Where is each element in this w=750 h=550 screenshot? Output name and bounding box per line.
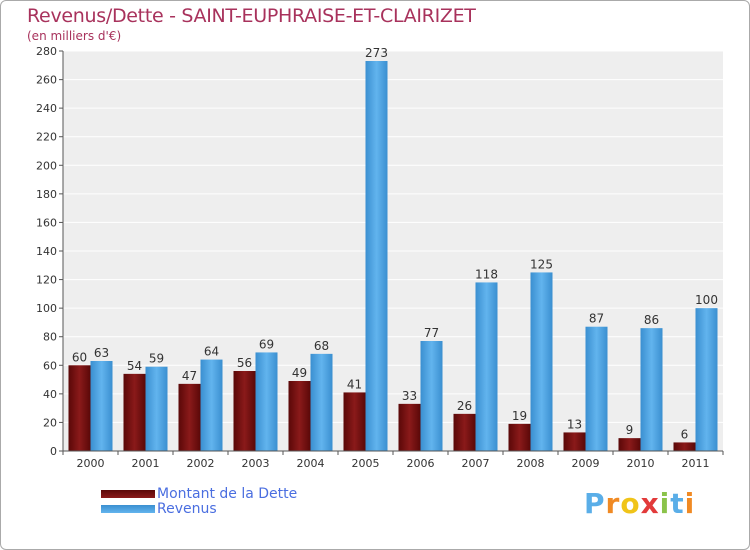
bar-dette-2002 <box>178 383 201 451</box>
bar-revenus-2010 <box>640 328 663 451</box>
axes: 0 20 40 60 80 100 120 140 160 180 200 220 240 260 280 2… <box>36 45 724 470</box>
data-label-dette-2002: 47 <box>182 369 197 383</box>
legend-label-dette: Montant de la Dette <box>157 486 298 502</box>
logo-letter: i <box>659 487 671 520</box>
logo-letter: o <box>620 487 641 520</box>
bar-dette-2003 <box>233 371 256 451</box>
data-label-dette-2010: 9 <box>626 423 634 437</box>
bar-revenus-2008 <box>530 272 553 451</box>
y-tick-label: 240 <box>36 102 57 115</box>
y-tick-label: 60 <box>43 359 57 372</box>
data-label-revenus-2005: 273 <box>365 46 388 60</box>
y-tick-label: 120 <box>36 274 57 287</box>
y-tick-label: 200 <box>36 159 57 172</box>
data-label-revenus-2007: 118 <box>475 267 498 281</box>
data-label-dette-2007: 26 <box>457 399 472 413</box>
data-label-dette-2004: 49 <box>292 366 307 380</box>
chart-title: Revenus/Dette - SAINT-EUPHRAISE-ET-CLAIR… <box>27 5 476 27</box>
y-tick-label: 260 <box>36 74 57 87</box>
legend-label-revenus: Revenus <box>157 501 217 517</box>
x-tick-label: 2008 <box>517 457 545 470</box>
y-tick-label: 140 <box>36 245 57 258</box>
y-tick-label: 80 <box>43 331 57 344</box>
bar-dette-2004 <box>288 381 311 451</box>
bar-revenus-2001 <box>145 366 168 451</box>
bar-revenus-2000 <box>90 361 113 451</box>
data-label-revenus-2003: 69 <box>259 337 274 351</box>
data-label-revenus-2000: 63 <box>94 346 109 360</box>
x-tick-label: 2009 <box>572 457 600 470</box>
proxiti-logo: Proxiti <box>584 487 695 520</box>
data-label-revenus-2008: 125 <box>530 257 553 271</box>
data-label-dette-2006: 33 <box>402 389 417 403</box>
bar-revenus-2004 <box>310 353 333 451</box>
logo-letter: P <box>584 487 606 520</box>
data-label-revenus-2004: 68 <box>314 339 329 353</box>
bars <box>68 61 718 451</box>
bar-dette-2007 <box>453 413 476 451</box>
data-label-revenus-2001: 59 <box>149 352 164 366</box>
data-label-revenus-2010: 86 <box>644 313 659 327</box>
logo-letter: r <box>605 487 621 520</box>
y-tick-label: 20 <box>43 416 57 429</box>
data-label-dette-2011: 6 <box>681 427 689 441</box>
bar-revenus-2002 <box>200 359 223 451</box>
data-label-dette-2003: 56 <box>237 356 252 370</box>
data-label-dette-2005: 41 <box>347 377 362 391</box>
x-tick-label: 2011 <box>682 457 710 470</box>
data-label-revenus-2011: 100 <box>695 293 718 307</box>
bar-revenus-2005 <box>365 61 388 451</box>
bar-dette-2001 <box>123 373 146 451</box>
bar-revenus-2003 <box>255 352 278 451</box>
bar-dette-2011 <box>673 442 696 451</box>
bar-revenus-2009 <box>585 326 608 451</box>
data-label-revenus-2009: 87 <box>589 312 604 326</box>
logo-letter: t <box>670 487 685 520</box>
y-tick-label: 100 <box>36 302 57 315</box>
y-tick-label: 160 <box>36 216 57 229</box>
x-tick-label: 2001 <box>132 457 160 470</box>
y-tick-label: 180 <box>36 188 57 201</box>
y-tick-label: 40 <box>43 388 57 401</box>
bar-revenus-2011 <box>695 308 718 451</box>
y-tick-label: 220 <box>36 131 57 144</box>
legend-swatch-dette <box>101 490 155 498</box>
bar-dette-2005 <box>343 392 366 451</box>
chart-subtitle: (en milliers d'€) <box>27 29 122 43</box>
bar-dette-2010 <box>618 438 641 451</box>
x-tick-label: 2000 <box>77 457 105 470</box>
bar-dette-2009 <box>563 432 586 451</box>
x-tick-label: 2010 <box>627 457 655 470</box>
y-tick-label: 280 <box>36 45 57 58</box>
bar-revenus-2006 <box>420 341 443 451</box>
x-tick-label: 2003 <box>242 457 270 470</box>
data-label-dette-2000: 60 <box>72 350 87 364</box>
gridlines <box>63 50 723 452</box>
logo-letter: x <box>640 487 660 520</box>
x-tick-label: 2004 <box>297 457 325 470</box>
data-label-dette-2009: 13 <box>567 417 582 431</box>
data-label-dette-2001: 54 <box>127 359 142 373</box>
legend-swatch-revenus <box>101 505 155 513</box>
x-tick-label: 2007 <box>462 457 490 470</box>
x-tick-label: 2006 <box>407 457 435 470</box>
bar-dette-2008 <box>508 423 531 451</box>
data-label-dette-2008: 19 <box>512 409 527 423</box>
data-labels: 60 63545947645669496841273337726118191251… <box>72 46 718 441</box>
bar-dette-2006 <box>398 403 421 451</box>
data-label-revenus-2002: 64 <box>204 345 219 359</box>
bar-revenus-2007 <box>475 282 498 451</box>
x-tick-label: 2005 <box>352 457 380 470</box>
logo-letter: i <box>684 487 696 520</box>
x-tick-label: 2002 <box>187 457 215 470</box>
data-label-revenus-2006: 77 <box>424 326 439 340</box>
y-tick-label: 0 <box>50 445 57 458</box>
bar-dette-2000 <box>68 365 91 451</box>
